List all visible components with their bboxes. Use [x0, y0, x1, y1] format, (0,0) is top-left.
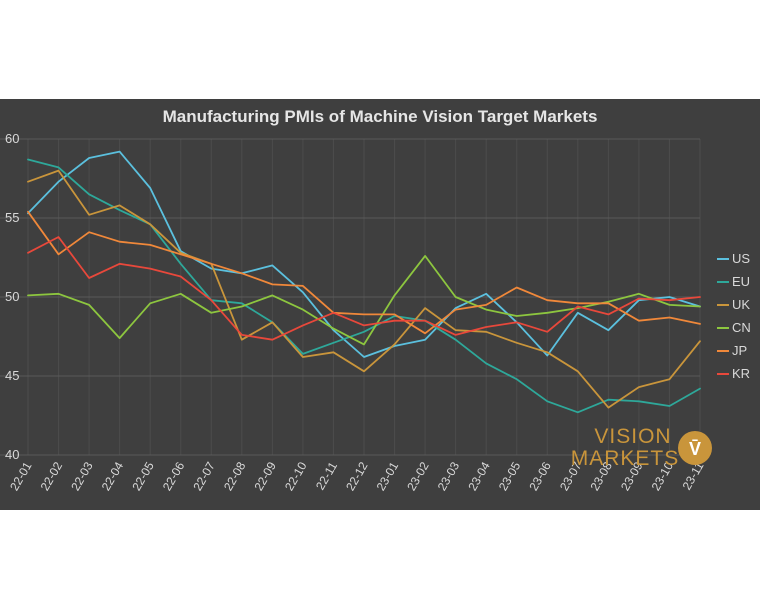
series-layer	[27, 150, 701, 414]
series-line-eu	[27, 158, 701, 414]
x-tick-label: 22-06	[160, 459, 188, 493]
y-axis-ticks: 40 45 50 55 60	[5, 131, 19, 462]
series-line-us	[27, 150, 701, 358]
logo-glyph: V̄	[689, 439, 701, 459]
x-tick-label: 23-05	[496, 459, 524, 493]
x-tick-label: 23-03	[435, 459, 463, 493]
logo-badge	[678, 431, 712, 465]
vision-markets-logo: VISION MARKETS V̄	[571, 425, 712, 470]
x-tick-label: 22-09	[251, 459, 279, 493]
x-tick-label: 22-05	[129, 459, 157, 493]
legend-label-eu: EU	[732, 274, 750, 289]
x-tick-label: 23-02	[404, 459, 432, 493]
y-tick-label: 40	[5, 447, 19, 462]
legend-label-kr: KR	[732, 366, 750, 381]
legend-label-us: US	[732, 251, 750, 266]
y-tick-label: 60	[5, 131, 19, 146]
legend-label-jp: JP	[732, 343, 747, 358]
legend-label-uk: UK	[732, 297, 750, 312]
x-tick-label: 22-12	[343, 459, 371, 493]
legend-label-cn: CN	[732, 320, 751, 335]
pmi-line-chart: Manufacturing PMIs of Machine Vision Tar…	[0, 107, 751, 493]
x-tick-label: 22-03	[68, 459, 96, 493]
grid-layer	[0, 138, 701, 456]
y-tick-label: 55	[5, 210, 19, 225]
x-tick-label: 22-11	[313, 459, 340, 492]
x-tick-label: 22-08	[221, 459, 249, 493]
chart-panel: Manufacturing PMIs of Machine Vision Tar…	[0, 99, 760, 510]
series-line-kr	[27, 236, 701, 341]
x-tick-label: 23-06	[526, 459, 554, 493]
series-line-jp	[27, 210, 701, 335]
y-tick-label: 50	[5, 289, 19, 304]
x-tick-label: 23-01	[374, 459, 402, 493]
series-line-uk	[27, 169, 701, 409]
legend: US EU UK CN JP KR	[717, 251, 751, 381]
x-tick-label: 22-01	[7, 459, 35, 493]
x-tick-label: 22-02	[38, 459, 66, 493]
logo-line1: VISION	[594, 425, 671, 448]
series-line-cn	[27, 254, 701, 346]
x-tick-label: 22-10	[282, 459, 310, 493]
x-tick-label: 22-04	[99, 459, 127, 493]
chart-title: Manufacturing PMIs of Machine Vision Tar…	[163, 107, 598, 126]
x-tick-label: 22-07	[190, 459, 218, 493]
logo-line2: MARKETS	[571, 447, 680, 470]
x-tick-label: 23-04	[465, 459, 493, 493]
y-tick-label: 45	[5, 368, 19, 383]
x-axis-ticks: 22-01 22-02 22-03 22-04 22-05 22-06 22-07 22-08…	[7, 459, 707, 493]
